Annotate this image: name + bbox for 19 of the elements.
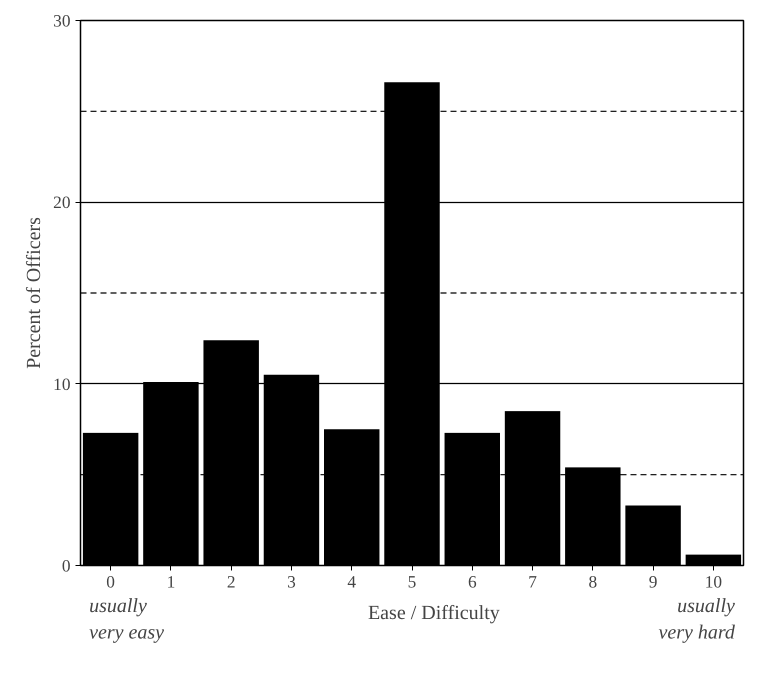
text: usually very easy	[89, 595, 164, 644]
x-tick-label: 9	[648, 572, 658, 592]
x-tick-label: 10	[704, 572, 722, 592]
x-axis-title: Ease / Difficulty	[368, 602, 500, 624]
x-tick-label: 0	[106, 572, 115, 592]
y-axis-title: Percent of Officers	[23, 216, 46, 369]
x-tick-label: 1	[166, 572, 176, 592]
y-tick-label: 10	[53, 374, 70, 394]
x-tick-label: 7	[528, 572, 538, 592]
x-tick-label: 6	[468, 572, 477, 592]
y-tick-label: 20	[53, 193, 70, 212]
x-tick-label: 5	[408, 572, 416, 592]
y-tick-label: 0	[62, 556, 71, 576]
x-tick-label: 3	[287, 572, 296, 592]
x-tick-label: 4	[347, 572, 356, 592]
text: usually very hard	[658, 595, 736, 644]
x-tick-label: 8	[588, 572, 598, 592]
y-tick-label: 30	[53, 12, 70, 30]
x-tick-label: 2	[226, 572, 236, 592]
